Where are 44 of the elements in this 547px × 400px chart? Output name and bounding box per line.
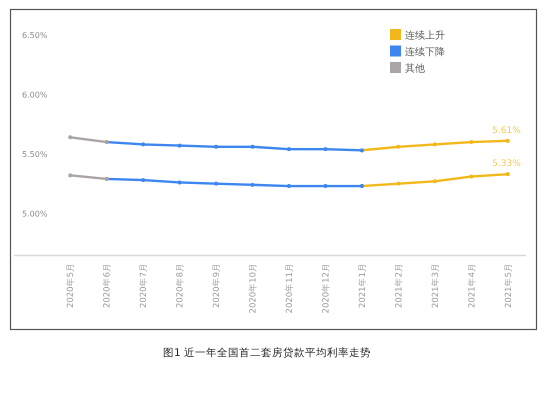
data-label: 5.33% (492, 159, 522, 170)
point (250, 182, 255, 187)
data-label: 5.61% (492, 126, 522, 136)
point (506, 172, 510, 176)
point (141, 142, 146, 146)
point (432, 142, 437, 146)
point (178, 144, 182, 148)
point (214, 182, 218, 186)
point (178, 180, 182, 184)
point (287, 147, 291, 152)
point (506, 138, 510, 143)
y-tick-label: 6.00% (22, 90, 48, 100)
legend-label: 连续下降 (405, 46, 445, 58)
point (250, 144, 255, 149)
point (469, 174, 474, 179)
legend-label: 其他 (405, 62, 425, 74)
y-tick-label: 5.00% (22, 209, 48, 218)
x-tick-label: 2021年2月 (393, 263, 404, 308)
x-tick-label: 2020年5月 (65, 263, 76, 308)
x-tick-label: 2021年5月 (502, 263, 514, 308)
y-tick-label: 6.50% (22, 31, 48, 40)
point (396, 144, 400, 149)
point (68, 173, 72, 178)
x-tick-label: 2020年6月 (102, 263, 113, 308)
point (469, 140, 474, 144)
x-tick-label: 2020年8月 (174, 263, 186, 308)
point (141, 178, 146, 182)
point (396, 182, 400, 186)
point (68, 135, 72, 140)
point (432, 179, 437, 184)
x-tick-label: 2021年4月 (466, 263, 478, 308)
text: 图1 近一年全国首二套房贷款平均利率走势 (162, 346, 372, 359)
y-tick-label: 5.50% (22, 150, 48, 159)
legend-label: 连续上升 (405, 30, 445, 42)
x-tick-label: 2020年10月 (248, 263, 259, 314)
x-tick-label: 2020年7月 (138, 263, 150, 308)
x-tick-label: 2020年9月 (211, 263, 222, 308)
x-tick-label: 2021年3月 (430, 263, 441, 308)
x-tick-label: 2020年11月 (284, 263, 295, 314)
point (323, 184, 328, 188)
x-tick-label: 2021年1月 (356, 263, 368, 308)
x-tick-label: 2020年12月 (320, 263, 332, 314)
point (214, 144, 218, 149)
point (323, 147, 328, 152)
